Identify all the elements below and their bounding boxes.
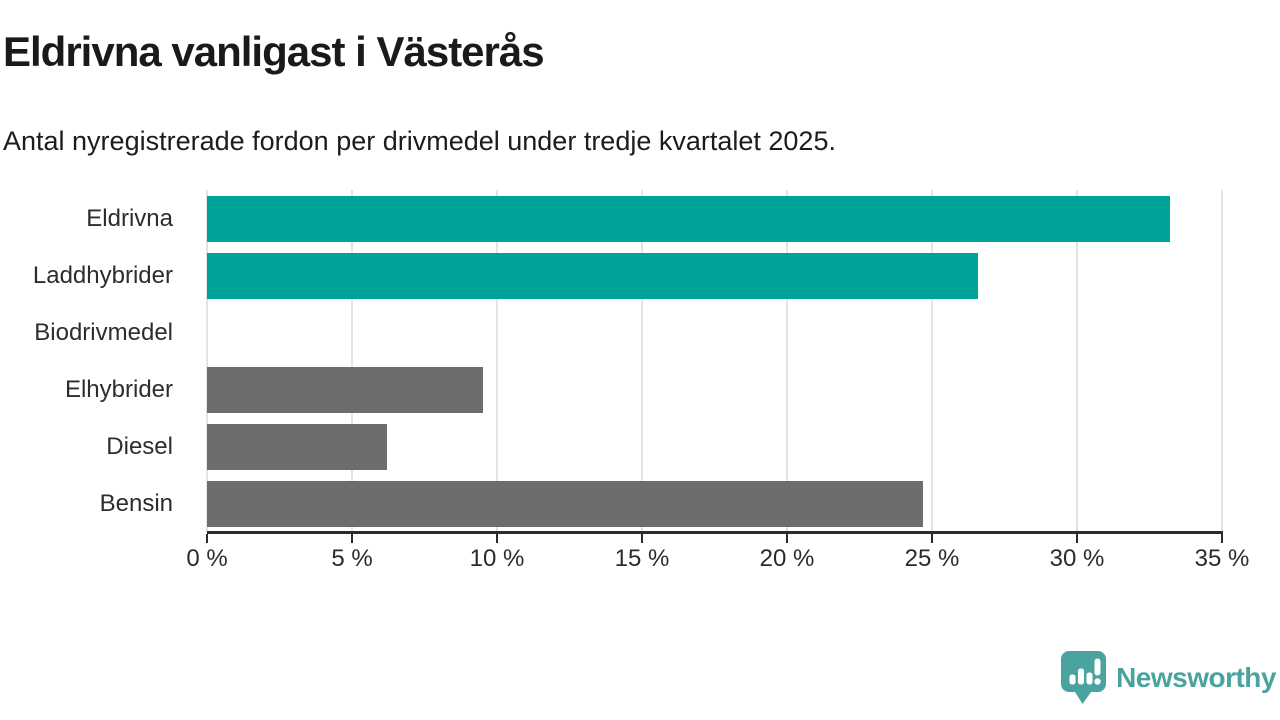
bar-elhybrider xyxy=(207,367,483,413)
x-tick-label-5: 5 % xyxy=(331,545,373,572)
bar-bensin xyxy=(207,481,924,527)
x-tick-label-10: 10 % xyxy=(469,545,525,572)
gridline-20 xyxy=(786,190,788,532)
gridline-5 xyxy=(351,190,353,532)
category-label-biodrivmedel: Biodrivmedel xyxy=(34,318,173,346)
category-label-elhybrider: Elhybrider xyxy=(64,375,173,403)
x-tick-15 xyxy=(641,534,643,543)
x-tick-label-35: 35 % xyxy=(1194,545,1250,572)
gridline-25 xyxy=(931,190,933,532)
x-tick-10 xyxy=(496,534,498,543)
x-tick-label-20: 20 % xyxy=(759,545,815,572)
bar-eldrivna xyxy=(207,196,1170,242)
newsworthy-logo: Newsworthy xyxy=(1060,650,1276,705)
x-tick-label-15: 15 % xyxy=(614,545,670,572)
category-label-diesel: Diesel xyxy=(106,432,173,460)
x-tick-labels: 0 % 5 % 10 % 15 % 20 % 25 % 30 % 35 % xyxy=(186,545,1249,577)
chart-subtitle: Antal nyregistrerade fordon per drivmede… xyxy=(3,126,836,156)
x-tick-35 xyxy=(1221,534,1223,543)
x-tick-label-0: 0 % xyxy=(186,545,228,572)
bar-diesel xyxy=(207,424,387,470)
x-tick-5 xyxy=(351,534,353,543)
x-tick-0 xyxy=(206,534,208,543)
category-labels: Eldrivna Laddhybrider Biodrivmedel Elhybrid… xyxy=(0,190,190,532)
bar-laddhybrider xyxy=(207,253,979,299)
x-tick-label-25: 25 % xyxy=(904,545,960,572)
x-tick-20 xyxy=(786,534,788,543)
category-label-bensin: Bensin xyxy=(99,489,173,517)
gridline-30 xyxy=(1076,190,1078,532)
x-axis-ticks xyxy=(206,534,1223,543)
gridline-10 xyxy=(496,190,498,532)
category-label-laddhybrider: Laddhybrider xyxy=(32,261,173,289)
gridline-0 xyxy=(206,190,208,532)
category-label-eldrivna: Eldrivna xyxy=(86,204,173,232)
x-tick-30 xyxy=(1076,534,1078,543)
x-tick-25 xyxy=(931,534,933,543)
x-tick-label-30: 30 % xyxy=(1049,545,1105,572)
gridline-15 xyxy=(641,190,643,532)
chart-title: Eldrivna vanligast i Västerås xyxy=(3,28,545,75)
newsworthy-logo-icon xyxy=(1061,651,1107,704)
newsworthy-logo-text: Newsworthy xyxy=(1116,661,1276,693)
x-axis-line xyxy=(207,531,1223,534)
plot-area xyxy=(206,190,1223,532)
gridline-35 xyxy=(1221,190,1223,532)
